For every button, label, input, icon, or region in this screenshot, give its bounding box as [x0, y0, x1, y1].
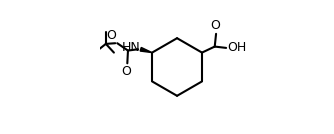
Text: HN: HN: [121, 41, 140, 54]
Text: O: O: [107, 29, 117, 42]
Polygon shape: [140, 47, 152, 53]
Text: O: O: [210, 19, 220, 32]
Text: O: O: [122, 65, 132, 78]
Text: OH: OH: [227, 41, 246, 54]
